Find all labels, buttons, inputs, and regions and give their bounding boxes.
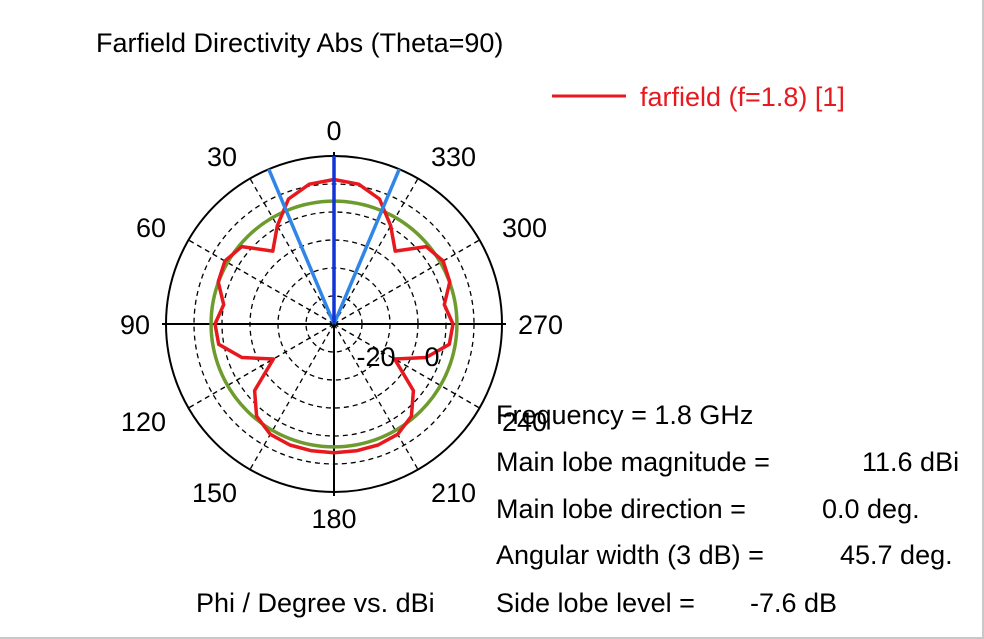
legend-label: farfield (f=1.8) [1] [640,82,845,112]
chart-title: Farfield Directivity Abs (Theta=90) [96,28,503,58]
info-side-lobe-level-value: -7.6 dB [750,588,837,618]
polar-plot-area: 0 30 60 90 120 150 180 210 240 270 300 330 -20 0 [120,116,563,534]
grid-spoke [188,239,335,325]
angle-tick-label: 240 [502,407,547,437]
grid-spoke [333,323,480,409]
angle-tick-label: 30 [207,142,237,172]
radial-tick-label: -20 [356,342,395,372]
info-main-lobe-magnitude-label: Main lobe magnitude = [496,447,770,477]
angle-tick-label: 330 [431,142,476,172]
info-frequency: Frequency = 1.8 GHz [496,400,753,430]
info-main-lobe-direction-label: Main lobe direction = [496,494,746,524]
grid-spoke [188,323,335,409]
angle-tick-label: 60 [136,213,166,243]
grid-spoke [249,323,335,470]
beamwidth-line [267,168,336,325]
angle-tick-label: 120 [121,407,166,437]
angle-tick-label: 270 [518,310,563,340]
radial-tick-label: 0 [424,342,439,372]
angle-tick-label: 150 [192,478,237,508]
grid-spoke [333,323,419,470]
info-angular-width-value: 45.7 deg. [840,540,953,570]
pattern-curve [213,177,455,455]
angle-tick-label: 300 [502,213,547,243]
angle-tick-label: 210 [431,478,476,508]
info-angular-width-label: Angular width (3 dB) = [496,540,764,570]
beamwidth-line [332,168,401,325]
grid-spoke [333,178,419,325]
angle-tick-label: 90 [120,310,150,340]
info-main-lobe-direction-value: 0.0 deg. [822,494,920,524]
angle-tick-label: 0 [326,116,341,146]
info-main-lobe-magnitude-value: 11.6 dBi [862,447,959,477]
angle-tick-label: 180 [311,504,356,534]
grid-spoke [249,178,335,325]
axis-label: Phi / Degree vs. dBi [196,588,435,618]
info-side-lobe-level-label: Side lobe level = [496,588,695,618]
grid-spoke [333,239,480,325]
